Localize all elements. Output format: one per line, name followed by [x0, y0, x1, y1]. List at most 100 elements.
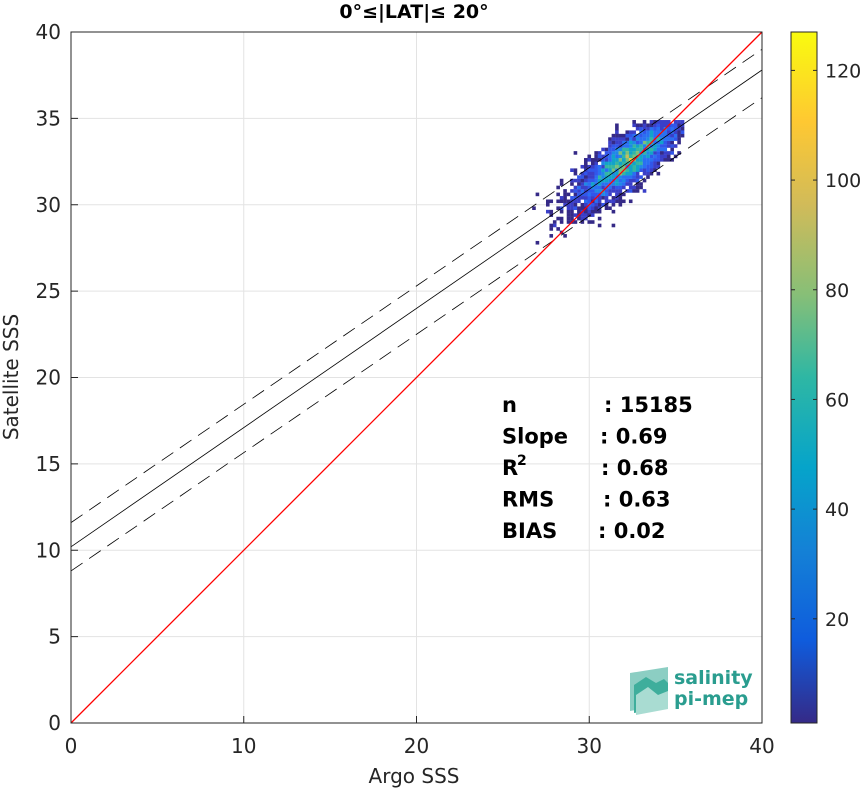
density-cell: [566, 206, 571, 211]
density-cell: [552, 223, 557, 228]
density-cell: [559, 199, 564, 204]
x-tick-label: 10: [231, 734, 256, 758]
density-cell: [653, 168, 657, 172]
colorbar: 20 40 60 80 100 120: [790, 31, 861, 724]
density-cell: [611, 182, 616, 186]
density-cell: [556, 192, 560, 197]
density-cell: [604, 199, 609, 204]
density-cell: [590, 196, 595, 200]
density-cell: [618, 199, 623, 204]
logo-line2: pi-mep: [674, 688, 748, 710]
density-cell: [608, 154, 612, 159]
density-cell: [646, 161, 650, 166]
density-cell: [608, 199, 612, 204]
density-cell: [590, 178, 595, 183]
density-cell: [615, 182, 619, 186]
density-cell: [594, 178, 598, 183]
density-cell: [566, 209, 571, 214]
density-cell: [587, 154, 592, 159]
density-cell: [677, 120, 681, 124]
density-cell: [642, 123, 647, 128]
density-cell: [604, 178, 609, 183]
density-cell: [580, 185, 585, 190]
density-cell: [663, 130, 668, 134]
density-cell: [618, 178, 623, 183]
density-cell: [615, 123, 619, 128]
density-cell: [577, 216, 581, 221]
density-cell: [570, 202, 574, 207]
density-cell: [625, 189, 630, 193]
density-cell: [570, 196, 574, 200]
density-cell: [604, 192, 609, 197]
density-cell: [615, 140, 619, 145]
density-cell: [625, 171, 630, 176]
density-cell: [653, 154, 657, 159]
density-cell: [604, 206, 609, 211]
density-cell: [597, 189, 602, 193]
density-cell: [608, 168, 612, 172]
stat-label: n: [502, 393, 517, 417]
density-cell: [570, 189, 574, 193]
density-cell: [577, 185, 581, 190]
density-cell: [635, 164, 640, 169]
density-cell: [646, 123, 650, 128]
density-cell: [649, 120, 654, 124]
density-cell: [611, 140, 616, 145]
density-cell: [618, 151, 623, 155]
y-tick-label: 30: [36, 193, 61, 217]
density-cell: [656, 140, 661, 145]
density-cell: [622, 199, 626, 204]
density-cell: [604, 158, 609, 162]
density-cell: [577, 182, 581, 186]
density-cell: [625, 175, 630, 179]
density-cell: [677, 140, 681, 145]
density-cell: [660, 133, 664, 138]
density-cell: [618, 164, 623, 169]
density-cell: [680, 120, 685, 124]
density-cell: [646, 164, 650, 169]
density-cell: [639, 133, 643, 138]
density-cell: [642, 120, 647, 124]
density-cell: [559, 220, 564, 224]
density-cell: [615, 189, 619, 193]
density-cell: [653, 144, 657, 148]
density-cell: [632, 140, 636, 145]
density-cell: [656, 126, 661, 131]
density-cloud: [532, 120, 685, 245]
density-cell: [639, 164, 643, 169]
density-cell: [649, 133, 654, 138]
density-cell: [594, 206, 598, 211]
density-cell: [632, 144, 636, 148]
density-cell: [632, 178, 636, 183]
density-cell: [611, 164, 616, 169]
x-axis-ticks: 0 10 20 30 40: [65, 716, 775, 758]
density-cell: [594, 202, 598, 207]
density-cell: [615, 171, 619, 176]
density-cell: [622, 137, 626, 141]
density-cell: [635, 140, 640, 145]
density-cell: [622, 154, 626, 159]
density-cell: [556, 199, 560, 204]
density-cell: [660, 158, 664, 162]
density-cell: [666, 158, 671, 162]
density-cell: [601, 178, 605, 183]
density-cell: [611, 158, 616, 162]
density-cell: [673, 126, 678, 131]
density-cell: [566, 202, 571, 207]
density-cell: [608, 171, 612, 176]
density-cell: [673, 130, 678, 134]
density-cell: [618, 133, 623, 138]
density-cell: [635, 171, 640, 176]
density-cell: [594, 164, 598, 169]
density-cell: [597, 175, 602, 179]
density-cell: [642, 140, 647, 145]
fit-bound-line: [70, 97, 763, 572]
density-cell: [639, 168, 643, 172]
density-cell: [653, 120, 657, 124]
density-cell: [632, 147, 636, 152]
density-cell: [601, 192, 605, 197]
density-cell: [622, 182, 626, 186]
density-cell: [583, 196, 588, 200]
density-cell: [597, 164, 602, 169]
